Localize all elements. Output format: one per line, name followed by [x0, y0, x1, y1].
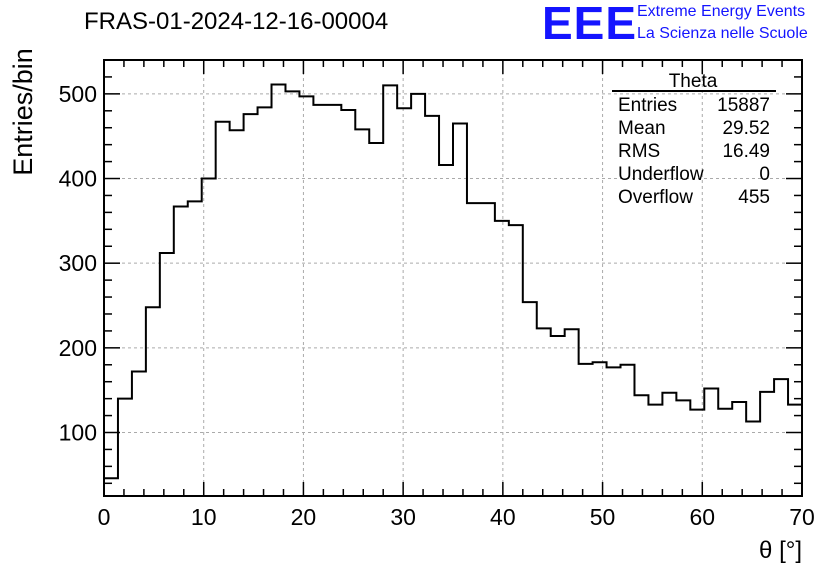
y-axis-label: Entries/bin: [8, 48, 38, 176]
chart-title: FRAS-01-2024-12-16-00004: [84, 8, 389, 35]
x-tick-label: 40: [490, 504, 516, 530]
grid-layer: [104, 60, 802, 496]
stats-row-label: Entries: [618, 95, 677, 116]
plot-frame: [103, 59, 803, 497]
histogram-series: [104, 83, 802, 480]
eee-logo: EEE: [542, 0, 638, 49]
stats-row-value: 455: [738, 187, 770, 208]
y-tick-label: 300: [59, 250, 97, 276]
x-tick-label: 60: [689, 504, 715, 530]
y-tick-label: 500: [59, 81, 97, 107]
x-axis-label: θ [°]: [759, 537, 802, 564]
stats-row-label: Overflow: [618, 187, 693, 208]
stats-row-label: RMS: [618, 141, 660, 162]
tick-layer: [103, 59, 803, 496]
stats-row-value: 29.52: [722, 118, 770, 139]
stats-title: Theta: [669, 71, 718, 92]
stats-rows: Entries 15887 Mean 29.52 RMS 16.49 Underflow 0 O…: [618, 95, 770, 208]
logo-caption-line1: Extreme Energy Events: [637, 3, 806, 20]
x-tick-label: 30: [390, 504, 416, 530]
tick-label-layer: 0 10 20 30 40 50 60 70 100 200 300 400 500: [59, 81, 815, 530]
y-tick-label: 200: [59, 335, 97, 361]
x-tick-label: 20: [291, 504, 317, 530]
stats-row-label: Underflow: [618, 164, 704, 185]
x-tick-label: 50: [590, 504, 616, 530]
y-tick-label: 100: [59, 420, 97, 446]
y-tick-label: 400: [59, 166, 97, 192]
stats-box: Theta Entries 15887 Mean 29.52 RMS 16.49 Under…: [612, 71, 776, 208]
stats-row-value: 16.49: [722, 141, 770, 162]
x-tick-label: 10: [191, 504, 217, 530]
x-tick-label: 0: [98, 504, 111, 530]
stats-row-label: Mean: [618, 118, 666, 139]
stats-row-value: 15887: [717, 95, 770, 116]
logo-caption-line2: La Scienza nelle Scuole: [637, 25, 808, 42]
stats-row-value: 0: [759, 164, 770, 185]
x-tick-label: 70: [789, 504, 815, 530]
